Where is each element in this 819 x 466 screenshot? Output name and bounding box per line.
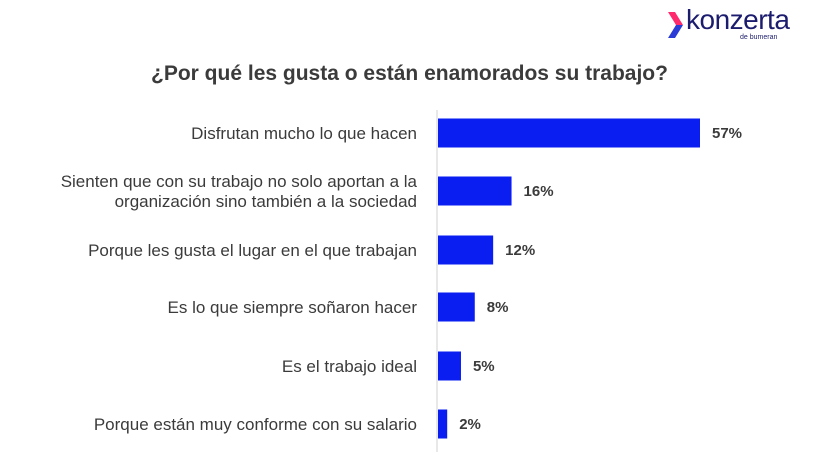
category-label-3: Es lo que siempre soñaron hacer: [168, 298, 418, 317]
value-label-2: 12%: [505, 242, 535, 259]
value-label-3: 8%: [487, 299, 509, 316]
category-label-2: Porque les gusta el lugar en el que trab…: [88, 241, 417, 260]
brand-logo: konzerta de bumeran: [664, 4, 804, 46]
bar-5: [438, 409, 448, 439]
bar-4: [438, 351, 461, 381]
category-label-0: Disfrutan mucho lo que hacen: [191, 124, 417, 143]
value-label-5: 2%: [459, 416, 481, 433]
value-label-4: 5%: [473, 358, 495, 375]
bar-0: [438, 118, 700, 148]
brand-name: konzerta: [686, 4, 790, 35]
value-label-1: 16%: [524, 183, 554, 200]
category-label-5: Porque están muy conforme con su salario: [94, 415, 417, 434]
brand-tagline: de bumeran: [740, 34, 778, 41]
category-label-1-line-1: organización sino también a la sociedad: [115, 192, 417, 211]
chart-title: ¿Por qué les gusta o están enamorados su…: [151, 62, 668, 85]
category-label-1-line-0: Sienten que con su trabajo no solo aport…: [61, 172, 418, 191]
konzerta-mark-icon: [668, 12, 683, 38]
bar-2: [438, 235, 494, 265]
value-label-0: 57%: [712, 125, 742, 142]
bar-3: [438, 292, 475, 322]
bar-1: [438, 176, 512, 206]
category-label-4: Es el trabajo ideal: [282, 357, 417, 376]
